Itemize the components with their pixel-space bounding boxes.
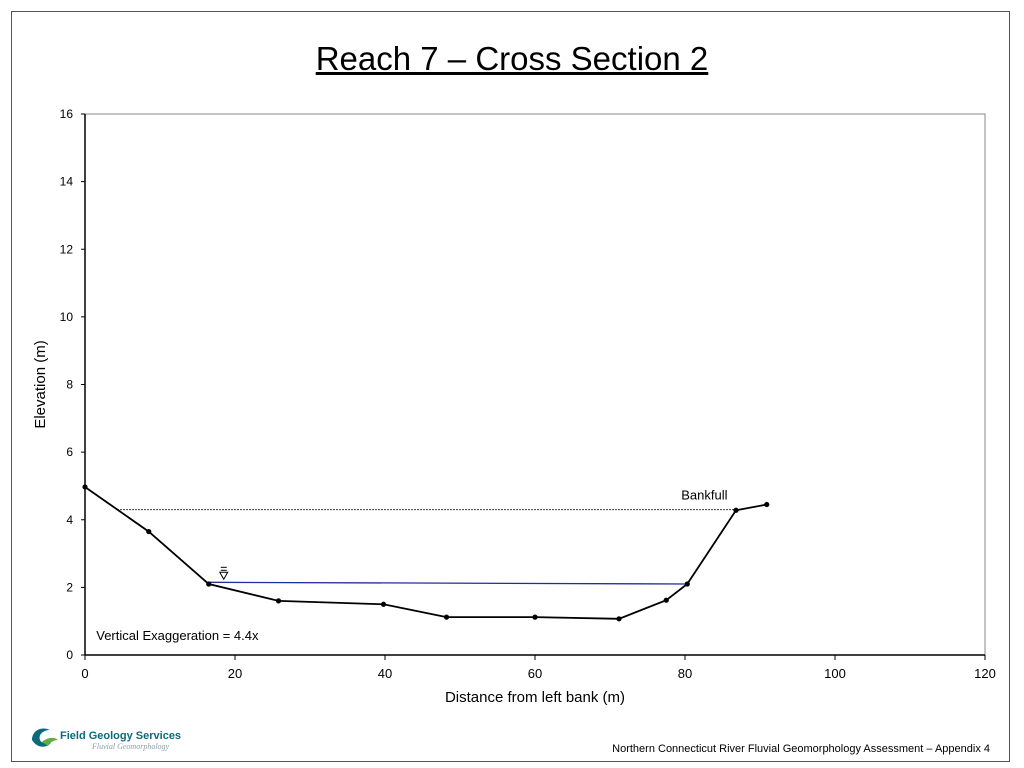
slide-title: Reach 7 – Cross Section 2	[315, 40, 709, 77]
x-axis-label: Distance from left bank (m)	[445, 689, 625, 706]
x-tick-label: 40	[378, 666, 392, 681]
logo-text: Field Geology Services	[60, 730, 182, 742]
y-tick-label: 2	[66, 580, 73, 594]
survey-point	[663, 597, 669, 603]
survey-point	[532, 614, 538, 620]
survey-point	[443, 614, 450, 620]
y-tick-label: 6	[66, 445, 73, 459]
slide-frame	[11, 11, 1010, 762]
y-tick-label: 8	[66, 378, 73, 392]
x-tick-label: 0	[81, 666, 88, 681]
y-tick-label: 10	[60, 310, 74, 324]
y-axis-label: Elevation (m)	[32, 340, 49, 428]
x-tick-label: 20	[228, 666, 242, 681]
survey-point	[764, 501, 770, 508]
bankfull-label: Bankfull	[681, 487, 727, 502]
slide-footer: Northern Connecticut River Fluvial Geomo…	[612, 743, 990, 755]
x-tick-label: 80	[678, 666, 692, 681]
y-tick-label: 16	[60, 107, 74, 121]
y-tick-label: 0	[66, 648, 73, 662]
field-geology-logo-icon	[32, 728, 58, 747]
water-surface-line	[208, 581, 688, 585]
y-tick-label: 12	[60, 242, 74, 256]
survey-point	[82, 484, 88, 490]
vertical-exaggeration-label: Vertical Exaggeration = 4.4x	[96, 628, 259, 643]
x-tick-label: 60	[528, 666, 542, 681]
survey-point	[146, 528, 152, 535]
survey-point	[380, 601, 387, 607]
x-tick-label: 120	[974, 666, 996, 681]
x-tick-label: 100	[824, 666, 846, 681]
logo-subtext: Fluvial Geomorphology	[92, 742, 170, 751]
survey-point	[275, 598, 282, 604]
y-tick-label: 14	[60, 175, 74, 189]
survey-point	[206, 581, 212, 587]
plot-area	[84, 113, 986, 656]
survey-point	[684, 581, 690, 587]
y-tick-label: 4	[66, 513, 73, 527]
survey-point	[616, 616, 622, 622]
cross-section-line	[84, 486, 767, 620]
water-level-icon	[218, 571, 229, 581]
survey-point	[733, 507, 739, 513]
